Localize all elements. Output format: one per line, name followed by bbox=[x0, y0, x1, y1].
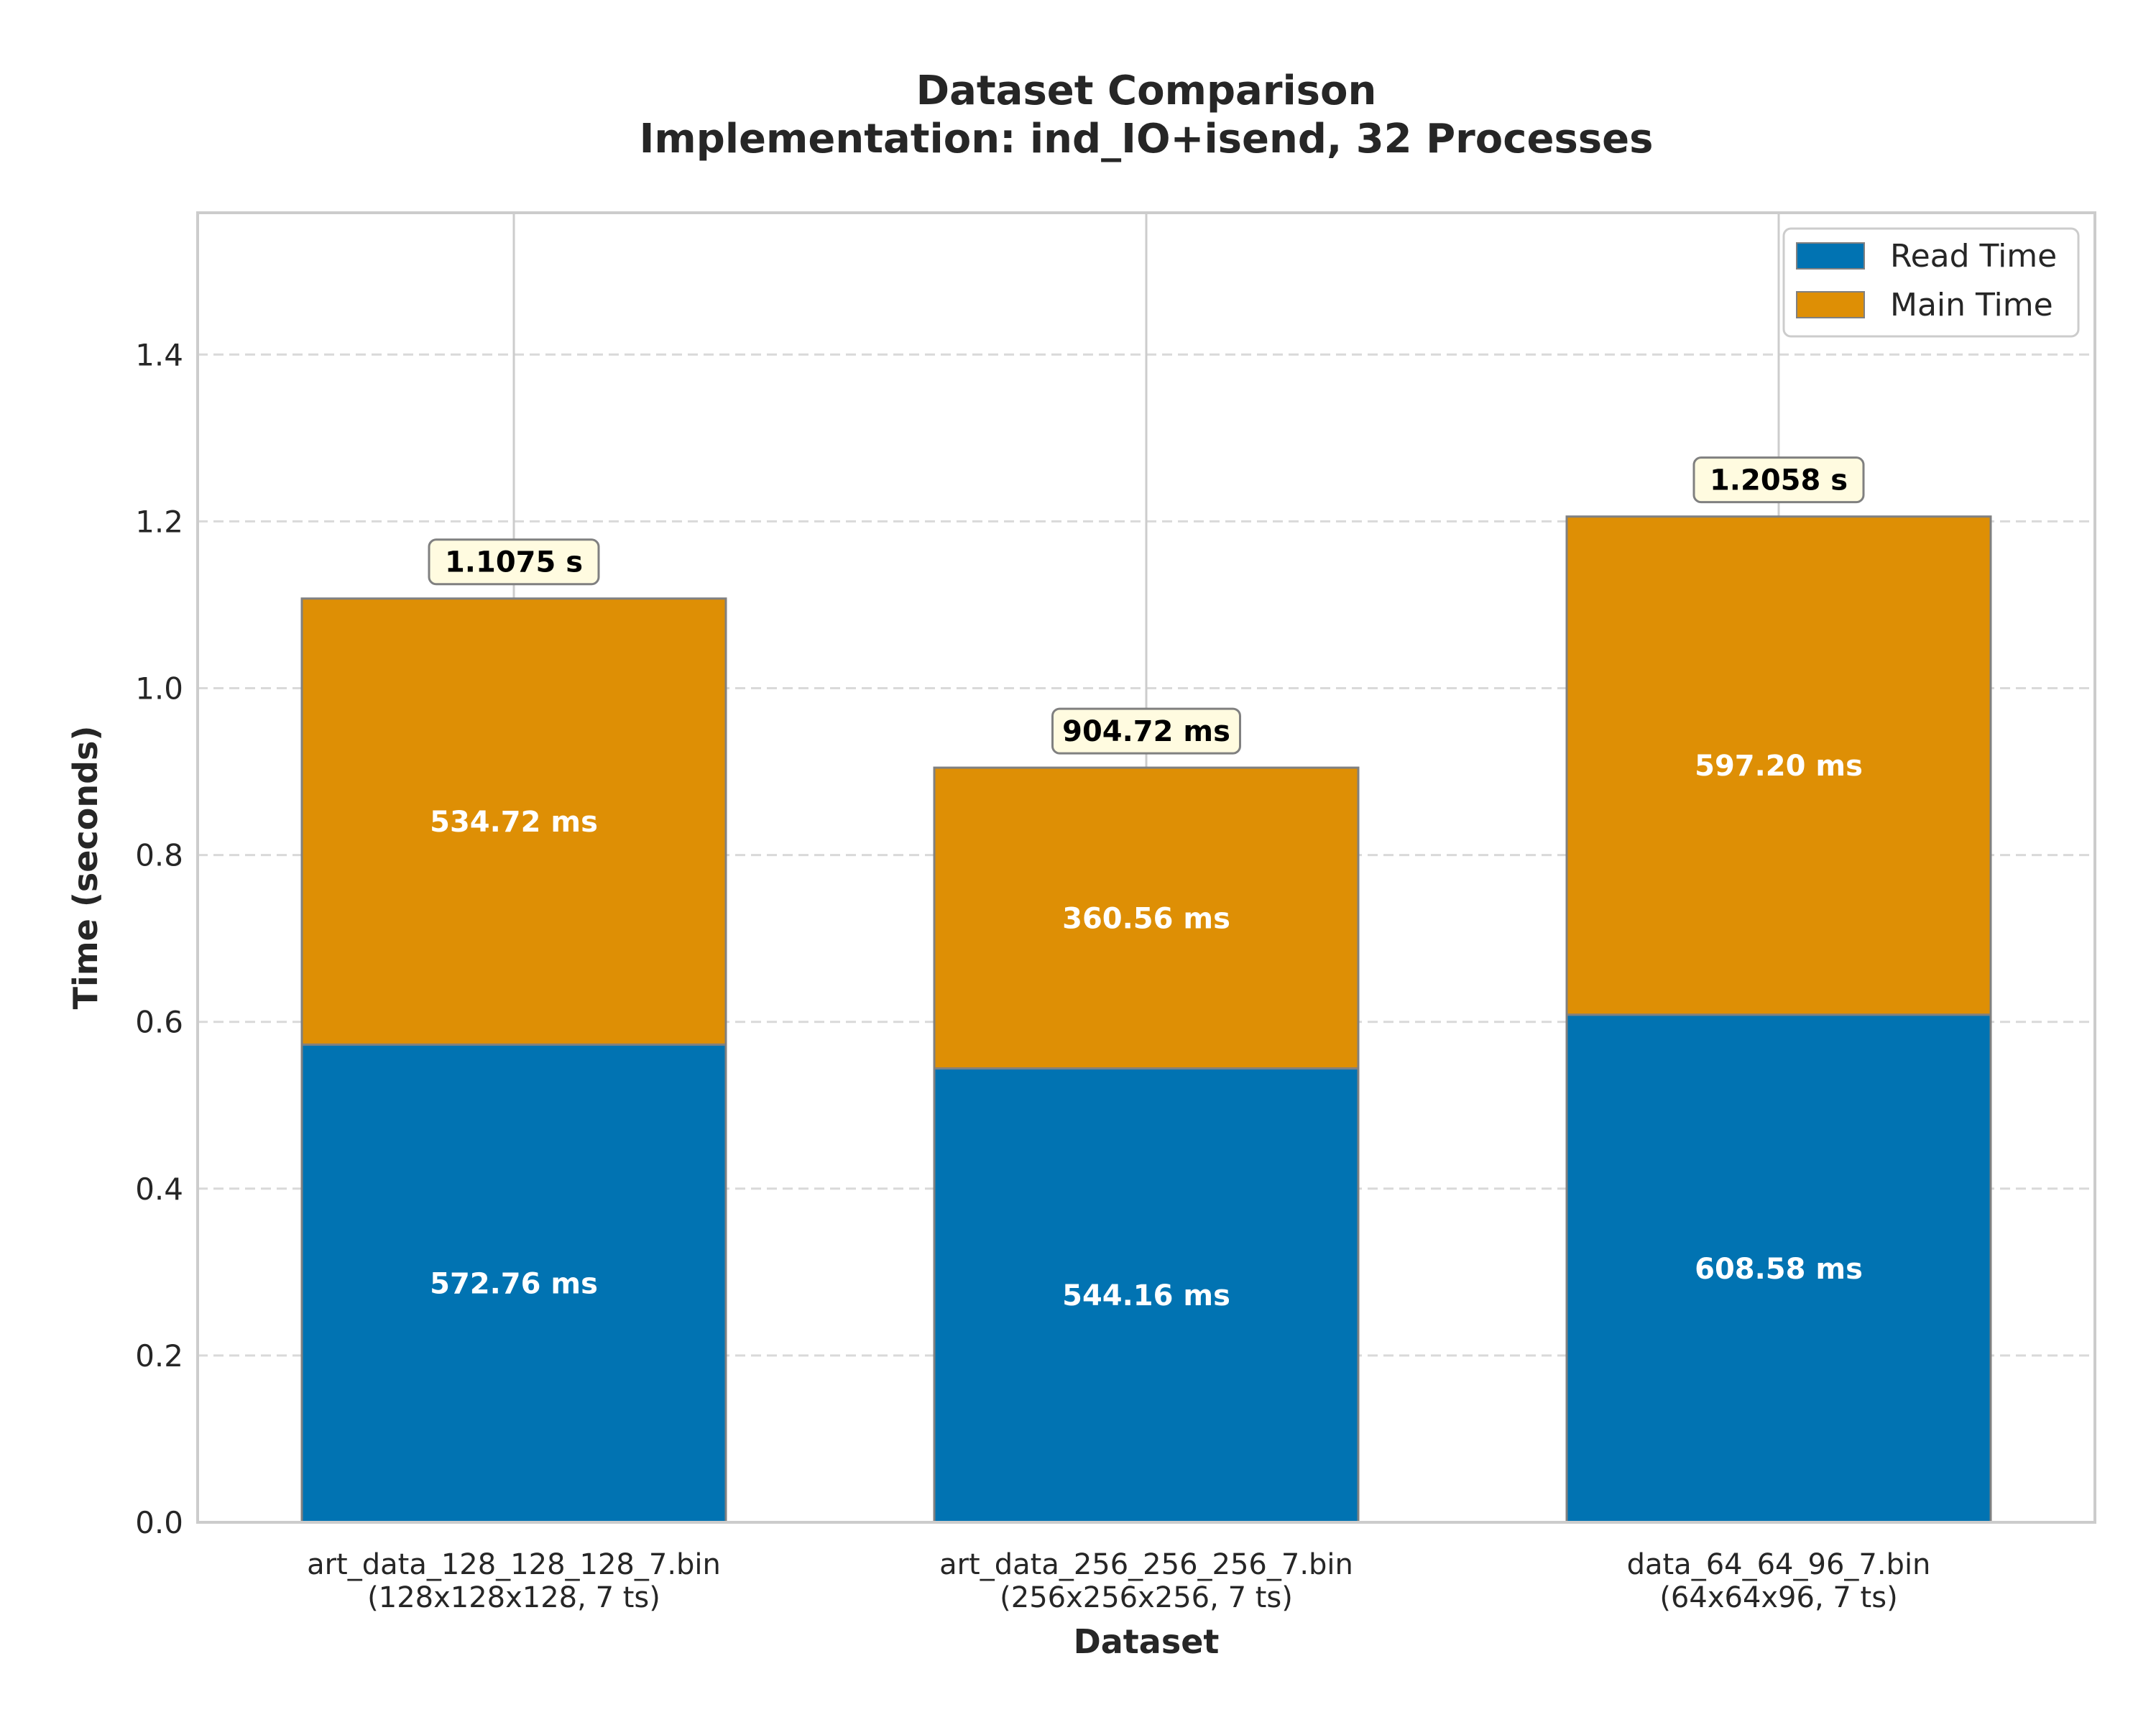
bars bbox=[300, 515, 1992, 1524]
x-axis-label: Dataset bbox=[1074, 1622, 1220, 1661]
total-annotation-label: 904.72 ms bbox=[1062, 715, 1230, 748]
plot-frame bbox=[196, 211, 2096, 1524]
x-axis-ticks: art_data_128_128_128_7.bin(128x128x128, … bbox=[307, 1548, 1930, 1614]
x-tick-label: art_data_256_256_256_7.bin bbox=[939, 1548, 1353, 1581]
total-annotation-label: 1.2058 s bbox=[1710, 464, 1848, 497]
x-tick-label: data_64_64_96_7.bin bbox=[1627, 1548, 1931, 1581]
legend-swatch-main-time bbox=[1796, 291, 1865, 318]
x-tick-label: (256x256x256, 7 ts) bbox=[1000, 1581, 1293, 1614]
x-tick-label: art_data_128_128_128_7.bin bbox=[307, 1548, 721, 1581]
bar-read-time bbox=[933, 1067, 1360, 1524]
legend-swatch-read-time bbox=[1796, 242, 1865, 270]
y-tick-label: 1.4 bbox=[135, 337, 183, 372]
x-tick-label: (64x64x96, 7 ts) bbox=[1659, 1581, 1897, 1614]
y-tick-label: 1.0 bbox=[135, 671, 183, 706]
bar-value-label-read-time: 608.58 ms bbox=[1695, 1253, 1863, 1286]
bar-value-label-read-time: 572.76 ms bbox=[430, 1268, 598, 1301]
bar-value-label-main-time: 360.56 ms bbox=[1062, 902, 1230, 935]
y-tick-label: 0.8 bbox=[135, 838, 183, 873]
bar-value-label-main-time: 597.20 ms bbox=[1695, 750, 1863, 783]
total-annotation-box bbox=[428, 538, 600, 586]
legend-label-main-time: Main Time bbox=[1890, 287, 2053, 323]
bar-main-time bbox=[933, 766, 1360, 1070]
y-axis-ticks: 0.0 0.2 0.4 0.6 0.8 1.0 1.2 1.4 bbox=[135, 337, 183, 1540]
bar-value-label-main-time: 534.72 ms bbox=[430, 806, 598, 839]
y-tick-label: 0.2 bbox=[135, 1338, 183, 1374]
y-tick-label: 0.6 bbox=[135, 1005, 183, 1040]
bar-main-time bbox=[1565, 515, 1992, 1016]
x-tick-label: (128x128x128, 7 ts) bbox=[367, 1581, 660, 1614]
chart-subtitle: Implementation: ind_IO+isend, 32 Process… bbox=[640, 116, 1654, 162]
legend-label-read-time: Read Time bbox=[1890, 238, 2057, 275]
legend: Read Time Main Time bbox=[1782, 227, 2080, 338]
total-annotation-box bbox=[1051, 707, 1241, 755]
total-annotation-box bbox=[1692, 456, 1865, 504]
bar-main-time bbox=[300, 597, 727, 1046]
y-axis-label: Time (seconds) bbox=[66, 726, 105, 1010]
y-tick-label: 0.0 bbox=[135, 1505, 183, 1540]
y-tick-label: 1.2 bbox=[135, 504, 183, 539]
y-tick-label: 0.4 bbox=[135, 1172, 183, 1207]
bar-read-time bbox=[300, 1043, 727, 1524]
bar-annotations: 572.76 ms 534.72 ms 1.1075 s 544.16 ms 360.5… bbox=[428, 456, 1865, 1312]
chart-title: Dataset Comparison bbox=[916, 68, 1377, 114]
bar-read-time bbox=[1565, 1013, 1992, 1524]
bar-value-label-read-time: 544.16 ms bbox=[1062, 1279, 1230, 1312]
total-annotation-label: 1.1075 s bbox=[445, 546, 583, 579]
